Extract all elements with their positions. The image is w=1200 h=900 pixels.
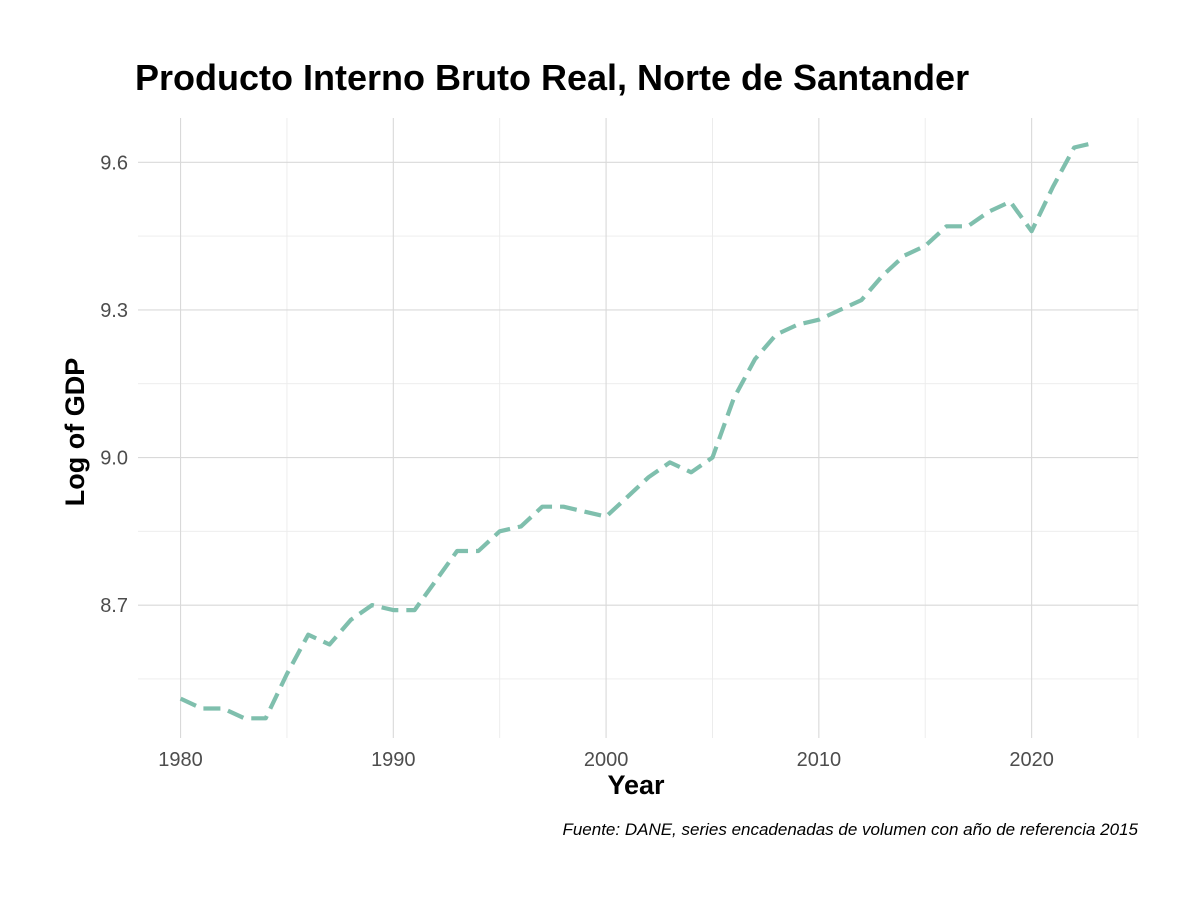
- grid: [138, 118, 1139, 738]
- x-tick-label: 2010: [797, 749, 842, 771]
- x-axis-title: Year: [607, 770, 665, 800]
- x-tick-label: 1990: [371, 749, 416, 771]
- chart-title: Producto Interno Bruto Real, Norte de Sa…: [135, 57, 969, 98]
- x-tick-label: 2000: [584, 749, 629, 771]
- y-axis-title: Log of GDP: [60, 358, 90, 506]
- y-axis-ticks: 8.7 9.0 9.3 9.6: [100, 152, 128, 617]
- series-layer: [179, 140, 1096, 721]
- y-tick-label: 8.7: [100, 595, 128, 617]
- y-tick-label: 9.3: [100, 300, 128, 322]
- x-axis-ticks: 1980 1990 2000 2010 2020: [158, 749, 1054, 771]
- y-tick-label: 9.6: [100, 152, 128, 174]
- source-caption: Fuente: DANE, series encadenadas de volu…: [562, 820, 1138, 839]
- x-tick-label: 2020: [1009, 749, 1054, 771]
- y-tick-label: 9.0: [100, 448, 128, 470]
- gdp-series-line: [179, 140, 1096, 721]
- x-tick-label: 1980: [158, 749, 203, 771]
